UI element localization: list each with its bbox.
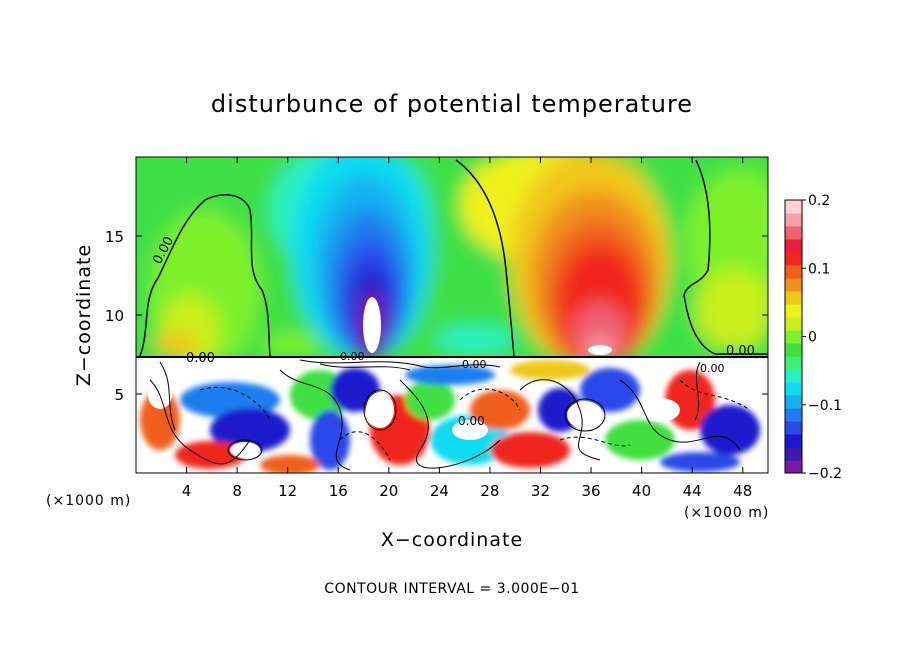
contour-label: 0.00 [458, 414, 485, 428]
colorbar-swatch [785, 239, 802, 253]
y-tick-label: 10 [105, 307, 124, 325]
contour-interval-note: CONTOUR INTERVAL = 3.000E−01 [324, 581, 579, 597]
colorbar-swatch [785, 447, 802, 461]
colorbar-label: 0.2 [808, 193, 830, 209]
colorbar-label: −0.2 [808, 466, 842, 482]
y-tick-label: 5 [114, 386, 124, 404]
zero-contours [136, 159, 768, 358]
colorbar-swatch [785, 252, 802, 266]
colorbar-swatch [785, 369, 802, 383]
x-unit-right: (×1000 m) [684, 505, 769, 521]
colorbar-swatch [785, 408, 802, 422]
y-axis-label: Z−coordinate [73, 244, 95, 386]
colorbar-swatch [785, 213, 802, 227]
x-axis: 4 8 12 16 20 24 28 32 36 40 44 48 [182, 157, 752, 500]
x-tick-label: 32 [531, 482, 550, 500]
colorbar-swatch [785, 226, 802, 240]
colorbar-swatch [785, 330, 802, 344]
y-tick-label: 15 [105, 228, 124, 246]
colorbar-swatch [785, 317, 802, 331]
contour-label: 0.00 [186, 351, 215, 366]
x-tick-label: 28 [480, 482, 499, 500]
colorbar-label: −0.1 [808, 398, 842, 414]
colorbar-swatch [785, 421, 802, 435]
x-tick-label: 40 [632, 482, 651, 500]
colorbar-swatch [785, 265, 802, 279]
colorbar-swatch [785, 304, 802, 318]
x-axis-label: X−coordinate [381, 529, 523, 551]
x-tick-label: 24 [430, 482, 449, 500]
contour-label: 0.00 [726, 344, 755, 359]
x-tick-label: 8 [232, 482, 242, 500]
colorbar-swatch [785, 434, 802, 448]
contour-field: 0.00 0.00 0.00 0.00 0.00 0.00 0.00 [136, 157, 768, 473]
x-tick-label: 36 [581, 482, 600, 500]
cold-core [363, 297, 381, 353]
contour-label: 0.00 [462, 358, 487, 371]
colorbar-swatch [785, 356, 802, 370]
colorbar-swatch [785, 200, 802, 214]
x-unit-left: (×1000 m) [46, 493, 131, 509]
x-tick-label: 4 [182, 482, 192, 500]
warm-core [588, 345, 612, 355]
upper-layer [136, 157, 768, 357]
x-tick-label: 44 [683, 482, 702, 500]
x-tick-label: 16 [329, 482, 348, 500]
x-tick-label: 48 [733, 482, 752, 500]
chart-title: disturbunce of potential temperature [211, 90, 693, 118]
contour-label: 0.00 [340, 350, 365, 363]
y-axis: 5 10 15 [105, 228, 768, 404]
x-tick-label: 20 [379, 482, 398, 500]
lower-layer [136, 357, 768, 473]
colorbar-swatch [785, 343, 802, 357]
colorbar-swatch [785, 382, 802, 396]
colorbar-label: 0.1 [808, 261, 830, 277]
colorbar-swatch [785, 460, 802, 474]
x-tick-label: 12 [278, 482, 297, 500]
colorbar-swatch [785, 278, 802, 292]
colorbar-swatch [785, 291, 802, 305]
contour-label: 0.00 [700, 362, 725, 375]
inversion-contours [159, 359, 701, 431]
colorbar: 0.2 0.1 0 −0.1 −0.2 [784, 193, 842, 482]
colorbar-label: 0 [808, 330, 817, 346]
colorbar-swatch [785, 395, 802, 409]
